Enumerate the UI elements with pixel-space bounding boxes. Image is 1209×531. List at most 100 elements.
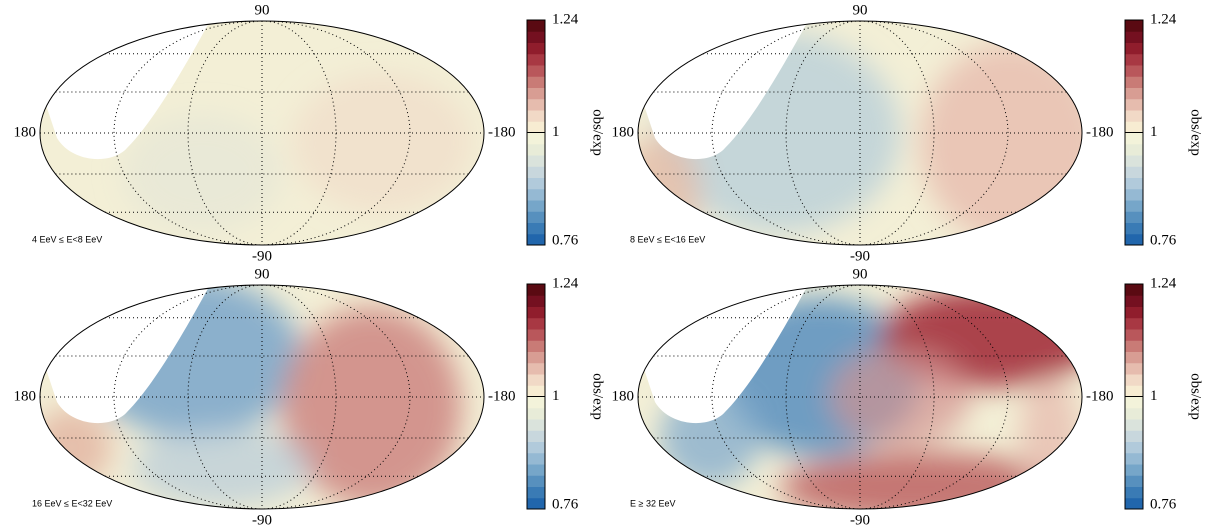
sky-map bbox=[638, 21, 1082, 245]
colorbar-segment bbox=[1125, 351, 1143, 364]
colorbar-segment bbox=[527, 155, 545, 167]
colorbar-tick-label: 1 bbox=[552, 124, 560, 140]
lat-tick-label: 90 bbox=[853, 266, 868, 282]
colorbar-segment bbox=[527, 110, 545, 122]
colorbar-segment bbox=[527, 407, 545, 420]
colorbar-segment bbox=[1125, 76, 1143, 88]
colorbar-segment bbox=[1125, 177, 1143, 190]
colorbar-tick-label: 0.76 bbox=[552, 496, 579, 512]
colorbar-tick-label: 1.24 bbox=[1150, 11, 1177, 27]
meridian bbox=[187, 285, 263, 509]
colorbar-segment bbox=[1125, 284, 1143, 296]
colorbar-segment bbox=[527, 486, 545, 499]
colorbar-segment bbox=[527, 464, 545, 476]
colorbar-segment bbox=[527, 351, 545, 364]
meridian bbox=[859, 285, 935, 509]
colorbar-tick-label: 1 bbox=[552, 388, 560, 404]
colorbar-tick-label: 0.76 bbox=[552, 232, 579, 248]
colorbar-segment bbox=[1125, 31, 1143, 43]
colorbar-segment bbox=[1125, 200, 1143, 212]
colorbar-segment bbox=[1125, 222, 1143, 235]
sky-panel: 180 -180 90 -90 16 EeV ≤ E<32 EeV 0.76 1 1.24 ob… bbox=[14, 266, 606, 528]
sky-region bbox=[122, 113, 282, 233]
colorbar-segment bbox=[527, 295, 545, 307]
colorbar-segment bbox=[527, 222, 545, 235]
colorbar-segment bbox=[1125, 497, 1143, 510]
sky-region bbox=[1020, 377, 1080, 497]
colorbar-segment bbox=[527, 284, 545, 296]
colorbar-segment bbox=[1125, 87, 1143, 100]
colorbar-label: obs/exp bbox=[590, 373, 606, 420]
colorbar-segment bbox=[527, 385, 545, 397]
colorbar-segment bbox=[527, 188, 545, 201]
colorbar-segment bbox=[527, 430, 545, 442]
colorbar-segment bbox=[1125, 407, 1143, 420]
colorbar-segment bbox=[1125, 143, 1143, 156]
colorbar-segment bbox=[1125, 306, 1143, 319]
colorbar-segment bbox=[1125, 317, 1143, 330]
lat-tick-label: -90 bbox=[252, 248, 272, 264]
meridian bbox=[859, 285, 1009, 509]
panel-label: 8 EeV ≤ E<16 EeV bbox=[630, 234, 705, 244]
sky-outline bbox=[637, 284, 1083, 510]
sky-panel: 180 -180 90 -90 E ≥ 32 EeV 0.76 1 1.24 obs/exp bbox=[612, 266, 1204, 528]
colorbar-tick-label: 1 bbox=[1150, 124, 1158, 140]
colorbar-segment bbox=[1125, 233, 1143, 246]
colorbar-segment bbox=[527, 132, 545, 145]
sky-map bbox=[638, 285, 1082, 509]
sky-map bbox=[40, 285, 484, 509]
colorbar-label: obs/exp bbox=[590, 109, 606, 156]
colorbar-segment bbox=[1125, 20, 1143, 32]
lon-tick-label: 180 bbox=[612, 124, 635, 140]
lon-tick-label: -180 bbox=[1086, 124, 1114, 140]
lat-tick-label: 90 bbox=[255, 2, 270, 18]
meridian bbox=[261, 285, 411, 509]
lat-tick-label: 90 bbox=[255, 266, 270, 282]
lon-tick-label: -180 bbox=[1086, 388, 1114, 404]
meridian bbox=[859, 21, 1009, 245]
colorbar-segment bbox=[1125, 121, 1143, 133]
meridian bbox=[261, 21, 337, 245]
meridian bbox=[113, 21, 263, 245]
lat-tick-label: 90 bbox=[853, 2, 868, 18]
colorbar-segment bbox=[527, 233, 545, 246]
sky-panel: 180 -180 90 -90 8 EeV ≤ E<16 EeV 0.76 1 1.24 obs… bbox=[612, 2, 1204, 264]
meridian bbox=[187, 21, 263, 245]
colorbar-segment bbox=[527, 362, 545, 375]
colorbar-segment bbox=[1125, 98, 1143, 111]
lon-tick-label: -180 bbox=[488, 124, 516, 140]
meridian bbox=[711, 285, 861, 509]
colorbar-segment bbox=[527, 121, 545, 133]
meridian bbox=[859, 21, 935, 245]
colorbar-segment bbox=[527, 20, 545, 32]
lat-tick-label: -90 bbox=[252, 512, 272, 528]
colorbar-segment bbox=[527, 329, 545, 341]
colorbar-segment bbox=[1125, 362, 1143, 375]
colorbar-segment bbox=[1125, 396, 1143, 409]
colorbar-segment bbox=[1125, 385, 1143, 397]
lon-tick-label: 180 bbox=[14, 124, 37, 140]
colorbar-tick-label: 1.24 bbox=[552, 11, 579, 27]
colorbar-segment bbox=[1125, 452, 1143, 465]
colorbar-segment bbox=[1125, 155, 1143, 167]
colorbar-segment bbox=[527, 441, 545, 454]
colorbar-segment bbox=[1125, 430, 1143, 442]
colorbar-segment bbox=[527, 143, 545, 156]
panel-label: 16 EeV ≤ E<32 EeV bbox=[32, 498, 112, 508]
panel-label: E ≥ 32 EeV bbox=[630, 498, 675, 508]
colorbar-segment bbox=[527, 340, 545, 352]
colorbar-segment bbox=[527, 475, 545, 487]
colorbar-segment bbox=[527, 306, 545, 319]
colorbar-segment bbox=[527, 200, 545, 212]
colorbar-segment bbox=[1125, 295, 1143, 307]
colorbar-segment bbox=[527, 65, 545, 77]
colorbar-segment bbox=[527, 53, 545, 66]
colorbar-segment bbox=[1125, 475, 1143, 487]
unexposed-region bbox=[40, 21, 217, 160]
colorbar-segment bbox=[1125, 42, 1143, 55]
sky-outline bbox=[39, 20, 485, 246]
colorbar-segment bbox=[1125, 374, 1143, 386]
sky-region bbox=[132, 427, 312, 507]
sky-outline bbox=[39, 284, 485, 510]
colorbar-tick-label: 1.24 bbox=[1150, 275, 1177, 291]
